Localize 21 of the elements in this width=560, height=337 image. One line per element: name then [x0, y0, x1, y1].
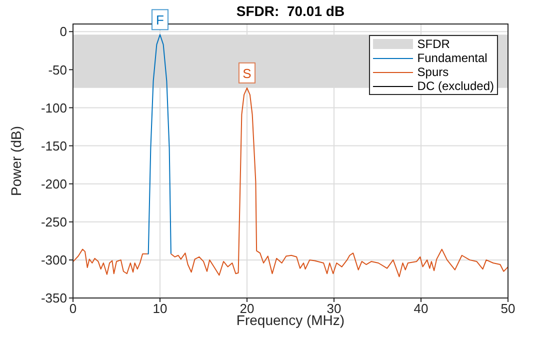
legend-label: Spurs: [417, 65, 449, 79]
annotation: S: [242, 66, 252, 81]
legend-label: Fundamental: [417, 51, 488, 65]
x-tick-label: 50: [500, 301, 516, 316]
legend-label: DC (excluded): [417, 79, 494, 93]
band-label: SFDR: [417, 37, 450, 51]
y-tick-label: -50: [48, 62, 67, 78]
chart-title: SFDR: 70.01 dB: [236, 3, 345, 19]
y-tick-label: -250: [40, 214, 67, 230]
y-tick-label: -100: [40, 100, 67, 116]
x-tick-label: 0: [69, 301, 77, 316]
y-tick-label: -200: [40, 176, 67, 192]
annotation: F: [156, 12, 164, 28]
y-tick-label: -300: [40, 252, 67, 268]
line-series: [146, 34, 172, 254]
y-axis-title: Power (dB): [8, 126, 24, 196]
x-tick-label: 40: [414, 301, 428, 316]
y-tick-label: 0: [60, 24, 67, 40]
y-tick-label: -350: [40, 290, 67, 306]
y-tick-label: -150: [40, 138, 67, 154]
x-tick-label: 10: [152, 301, 168, 316]
